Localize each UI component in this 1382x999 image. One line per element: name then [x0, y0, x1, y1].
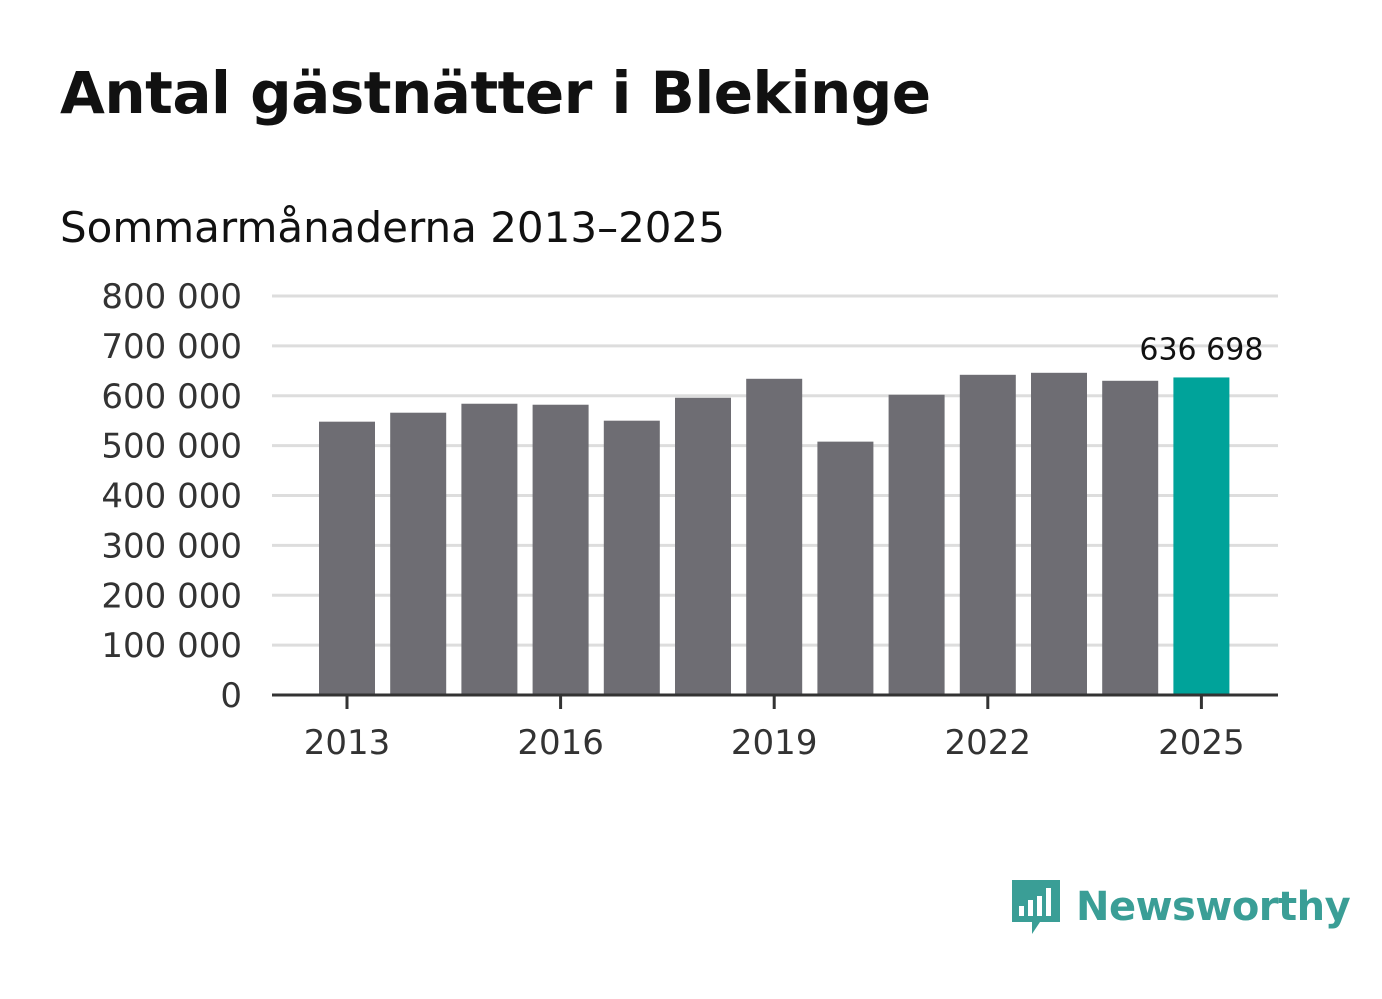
- y-tick-label: 0: [220, 676, 242, 716]
- chart-subtitle: Sommarmånaderna 2013–2025: [60, 203, 725, 252]
- bar-2024: [1102, 380, 1159, 695]
- y-tick-label: 400 000: [101, 477, 242, 517]
- bar-2018: [675, 397, 731, 695]
- brand-logo: Newsworthy: [1010, 876, 1351, 938]
- bar-2016: [532, 404, 589, 695]
- bar-2023: [1031, 372, 1087, 695]
- x-tick-label: 2022: [945, 723, 1032, 763]
- chart-title: Antal gästnätter i Blekinge: [60, 59, 931, 127]
- bar-2025: [1173, 377, 1230, 695]
- y-axis-ticks: 0 100 000 200 000 300 000 400 000 500 000 600 …: [101, 277, 242, 716]
- y-tick-label: 300 000: [101, 526, 242, 566]
- bar-2015: [461, 403, 518, 695]
- x-tick-label: 2013: [304, 723, 391, 763]
- bar-2013: [319, 421, 375, 695]
- bar-2022: [959, 374, 1016, 695]
- y-tick-label: 500 000: [101, 427, 242, 467]
- x-axis-ticks: 2013 2016 2019 2022 2025: [304, 695, 1245, 763]
- y-tick-label: 800 000: [101, 277, 242, 317]
- data-labels: 636 698: [1139, 332, 1263, 367]
- bar-2014: [390, 412, 447, 695]
- bar-2021: [888, 394, 945, 695]
- brand-name: Newsworthy: [1076, 884, 1351, 930]
- y-tick-label: 700 000: [101, 327, 242, 367]
- x-tick-label: 2019: [731, 723, 818, 763]
- bars: [319, 372, 1230, 695]
- y-tick-label: 600 000: [101, 377, 242, 417]
- y-tick-label: 100 000: [101, 626, 242, 666]
- bar-2019: [746, 378, 803, 695]
- bar-2017: [603, 420, 660, 695]
- bar-chart-speech-bubble-icon: [1012, 880, 1060, 934]
- y-tick-label: 200 000: [101, 576, 242, 616]
- data-label: 636 698: [1139, 332, 1263, 367]
- x-tick-label: 2025: [1158, 723, 1245, 763]
- x-tick-label: 2016: [517, 723, 604, 763]
- bar-2020: [817, 441, 874, 695]
